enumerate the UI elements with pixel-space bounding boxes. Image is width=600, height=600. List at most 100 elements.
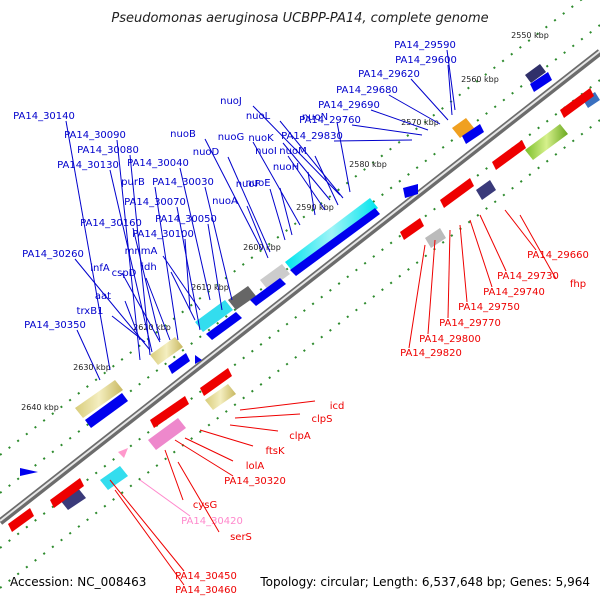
gene-label: infA xyxy=(90,263,110,274)
leader-line xyxy=(459,224,468,303)
gene-label: nuoK xyxy=(248,133,274,144)
tick-label: 2570 kbp xyxy=(401,118,439,127)
gene-label: PA14_30140 xyxy=(13,111,75,122)
gene-label: PA14_30080 xyxy=(77,145,139,156)
tick-label: 2560 kbp xyxy=(461,75,499,84)
gene-label: clpS xyxy=(312,414,333,425)
leader-line xyxy=(239,400,316,411)
leader-line xyxy=(333,139,413,142)
leader-line xyxy=(204,138,263,251)
genome-backbone-highlight xyxy=(0,50,600,522)
gene-label: PA14_30050 xyxy=(155,214,217,225)
reverse-dot-track-outer xyxy=(0,119,600,589)
leader-line xyxy=(479,214,507,272)
gene-label: icd xyxy=(330,401,345,412)
forward-labels-group: PA14_29590 PA14_29600 PA14_29620 PA14_29680… xyxy=(13,40,457,381)
gene-label: idh xyxy=(141,262,156,273)
leader-line xyxy=(246,205,269,259)
gene-label: PA14_29800 xyxy=(419,334,481,345)
leader-line xyxy=(447,229,451,319)
gene-label: nuoN xyxy=(302,112,328,123)
tick-label: 2630 kbp xyxy=(73,363,111,372)
leader-line xyxy=(145,277,171,341)
gene-label: PA14_29830 xyxy=(281,131,343,142)
tick-label: 2580 kbp xyxy=(349,160,387,169)
gene-label: PA14_29820 xyxy=(400,348,462,359)
leader-line xyxy=(124,300,141,341)
gene-label: PA14_29620 xyxy=(358,69,420,80)
leader-line xyxy=(370,109,429,131)
leader-line xyxy=(174,439,234,477)
leader-line xyxy=(469,219,493,288)
leader-line xyxy=(227,156,271,253)
tick-label: 2590 kbp xyxy=(296,203,334,212)
leader-line xyxy=(269,188,286,241)
forward-cog-band xyxy=(75,64,546,418)
leader-line xyxy=(252,105,341,196)
tick-label: 2550 kbp xyxy=(511,31,549,40)
gene-label: PA14_30460 xyxy=(175,585,237,596)
leader-line xyxy=(279,120,344,199)
leader-line xyxy=(162,255,201,311)
gene-label: nuoL xyxy=(246,111,271,122)
leader-line xyxy=(139,479,191,517)
gene-label: nuoA xyxy=(212,196,238,207)
gene-label: PA14_29750 xyxy=(458,302,520,313)
leader-line xyxy=(282,142,331,201)
leader-line xyxy=(109,479,185,572)
gene-label: PA14_29760 xyxy=(299,115,361,126)
leader-line xyxy=(351,124,423,136)
leader-line xyxy=(252,141,301,226)
leader-line xyxy=(519,214,557,280)
genome-summary-text: Topology: circular; Length: 6,537,648 bp… xyxy=(259,575,590,589)
leader-line xyxy=(336,121,351,193)
tick-label: 2610 kbp xyxy=(191,283,229,292)
leader-line xyxy=(154,186,179,341)
gene-label: nuoF xyxy=(236,179,261,190)
tick-label: 2640 kbp xyxy=(21,403,59,412)
leader-line xyxy=(65,120,111,371)
gene-label: fhp xyxy=(570,279,586,290)
leader-line xyxy=(307,171,316,216)
gene-label: PA14_30320 xyxy=(224,476,286,487)
leader-line xyxy=(388,94,441,125)
gene-label: cysG xyxy=(193,500,217,511)
gene-label: serS xyxy=(230,532,252,543)
leader-line xyxy=(234,413,301,419)
leader-line xyxy=(179,167,211,301)
leader-line xyxy=(427,239,436,335)
gene-label: nuoG xyxy=(218,132,245,143)
tick-label: 2600 kbp xyxy=(243,243,281,252)
leader-line xyxy=(76,329,101,381)
gene-label: nuoM xyxy=(279,146,306,157)
gene-label: PA14_29680 xyxy=(336,85,398,96)
gene-label: PA14_30030 xyxy=(152,177,214,188)
gene-label: clpA xyxy=(289,431,311,442)
leader-line xyxy=(279,187,293,236)
leader-line xyxy=(164,449,184,501)
gene-label: aat xyxy=(95,291,111,302)
gene-label: PA14_30040 xyxy=(127,158,189,169)
leader-line xyxy=(446,49,456,111)
leader-line xyxy=(184,238,191,311)
gene-label: PA14_29660 xyxy=(527,250,589,261)
gene-label: trxB1 xyxy=(77,306,104,317)
gene-label: nuoI xyxy=(255,146,277,157)
gene-label: nuoH xyxy=(273,162,299,173)
leader-line xyxy=(204,186,233,301)
map-title: Pseudomonas aeruginosa UCBPP-PA14, compl… xyxy=(111,11,488,26)
leader-line xyxy=(504,209,537,251)
leader-line xyxy=(177,461,220,533)
leader-line xyxy=(314,155,339,206)
gene-label: PA14_29590 xyxy=(394,40,456,51)
accession-text: Accession: NC_008463 xyxy=(10,575,146,589)
gene-label: nuoD xyxy=(193,147,220,158)
leader-line xyxy=(408,244,426,349)
gene-label: PA14_29600 xyxy=(395,55,457,66)
leader-line xyxy=(410,78,449,121)
gene-label: PA14_30130 xyxy=(57,160,119,171)
gene-label: mnmA xyxy=(125,246,158,257)
reverse-cog-band xyxy=(60,92,600,510)
